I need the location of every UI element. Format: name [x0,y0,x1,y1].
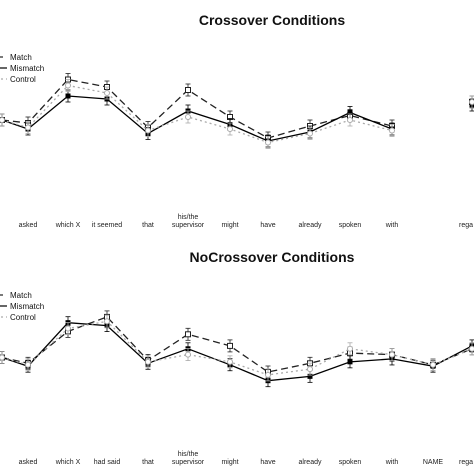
x-tick-label: it seemed [92,222,122,229]
panel-crossover: Crossover Conditions Match Mismatch Contro… [0,12,474,229]
legend-label-mismatch: Mismatch [10,64,44,73]
data-point-match [185,331,191,338]
data-point-control [0,117,5,123]
x-tick-label: might [221,222,238,229]
x-tick-label: might [221,459,238,466]
legend-label-match: Match [10,291,32,300]
data-point-match [227,342,233,349]
x-tick-label: that [142,222,154,229]
data-point-mismatch [347,110,353,115]
legend-crossover: Match Mismatch Control [0,53,44,84]
data-point-control [307,130,313,137]
data-point-control [185,351,191,358]
x-tick-label: with [385,222,399,229]
data-point-control [469,345,474,352]
x-tick-label: have [260,222,275,229]
data-point-control [227,126,233,132]
x-tick-labels-nocrossover: asked which X had said that his/the superviso… [19,451,473,466]
plot-area-nocrossover [0,310,474,388]
data-point-control [65,325,71,332]
data-point-control [347,117,353,123]
data-point-control [185,114,191,120]
x-tick-label: with [385,459,399,466]
data-point-control [104,318,110,325]
data-point-control [0,354,5,361]
data-point-control [25,361,31,368]
x-tick-label: had said [94,459,121,466]
x-tick-label: which X [55,222,81,229]
x-tick-label: already [299,459,322,466]
x-tick-label: asked [19,222,38,229]
data-point-control [469,99,474,105]
x-tick-label: asked [19,459,38,466]
legend-label-control: Control [10,313,36,322]
panel-nocrossover: NoCrossover Conditions Match Mismatch Cont… [0,249,474,466]
data-point-control [145,127,151,134]
chart-title-crossover: Crossover Conditions [199,12,345,28]
data-point-control [65,82,71,89]
x-tick-label: his/the supervisor [172,451,205,466]
x-tick-label: spoken [339,459,362,466]
data-point-control [265,371,271,378]
data-point-match [185,87,191,93]
series-line-match [1,316,473,373]
x-tick-label: have [260,459,275,466]
x-tick-label: NAME [423,459,444,466]
data-point-control [25,124,31,131]
data-point-mismatch [65,93,71,99]
series-line-mismatch [1,322,473,382]
x-tick-label: that [142,459,154,466]
data-point-control [389,351,395,358]
series-line-control [2,86,472,143]
series-line-mismatch [2,96,472,141]
x-tick-labels-crossover: asked which X it seemed that his/the supervis… [19,214,473,229]
data-point-mismatch [307,373,313,379]
data-point-control [104,90,110,96]
legend-nocrossover: Match Mismatch Control [0,291,44,322]
x-tick-label: which X [55,459,81,466]
data-point-mismatch [347,359,353,365]
data-point-control [430,361,436,368]
x-tick-label: rega [459,459,473,466]
x-tick-label: his/the supervisor [172,214,205,229]
legend-label-match: Match [10,53,32,62]
x-tick-label: rega [459,222,473,229]
data-point-control [265,139,271,146]
data-point-control [145,358,151,365]
data-point-control [347,345,353,352]
chart-title-nocrossover: NoCrossover Conditions [190,249,355,265]
legend-label-control: Control [10,75,36,84]
data-point-control [389,127,395,134]
x-tick-label: spoken [339,222,362,229]
plot-area-crossover [0,73,474,149]
legend-label-mismatch: Mismatch [10,302,44,311]
data-point-control [307,366,313,373]
x-tick-label: already [299,222,322,229]
data-point-control [227,358,233,365]
series-line-match [2,80,472,139]
